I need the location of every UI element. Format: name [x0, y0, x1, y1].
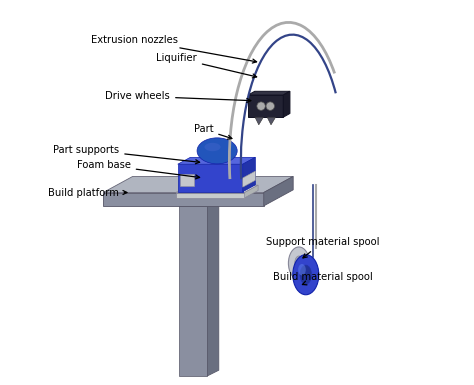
- Polygon shape: [103, 176, 293, 192]
- Polygon shape: [243, 171, 255, 187]
- Text: Support material spool: Support material spool: [265, 237, 379, 258]
- Circle shape: [266, 102, 274, 110]
- Ellipse shape: [293, 254, 319, 295]
- Ellipse shape: [204, 143, 220, 151]
- Text: Part supports: Part supports: [53, 145, 200, 164]
- Polygon shape: [248, 91, 290, 95]
- Circle shape: [257, 102, 265, 110]
- Polygon shape: [264, 176, 293, 206]
- Text: Build platform: Build platform: [48, 187, 127, 198]
- Polygon shape: [179, 200, 219, 206]
- Ellipse shape: [298, 264, 306, 275]
- Text: Foam base: Foam base: [77, 160, 200, 179]
- Ellipse shape: [300, 265, 311, 284]
- Text: Build material spool: Build material spool: [273, 271, 372, 285]
- Polygon shape: [179, 206, 208, 376]
- Polygon shape: [176, 185, 258, 192]
- Polygon shape: [267, 117, 275, 125]
- Text: Liquifier: Liquifier: [156, 53, 256, 78]
- Polygon shape: [176, 192, 245, 198]
- Polygon shape: [255, 117, 264, 125]
- FancyBboxPatch shape: [180, 174, 194, 186]
- Polygon shape: [178, 157, 255, 164]
- Polygon shape: [178, 164, 243, 192]
- Text: Part: Part: [194, 124, 232, 139]
- Ellipse shape: [288, 247, 310, 280]
- Text: Extrusion nozzles: Extrusion nozzles: [91, 35, 256, 63]
- Ellipse shape: [197, 138, 237, 164]
- Ellipse shape: [295, 256, 303, 271]
- Polygon shape: [243, 157, 255, 192]
- Polygon shape: [283, 91, 290, 117]
- Polygon shape: [245, 185, 258, 198]
- Polygon shape: [208, 200, 219, 376]
- Text: Drive wheels: Drive wheels: [105, 91, 251, 102]
- Polygon shape: [103, 192, 264, 206]
- Polygon shape: [248, 95, 283, 117]
